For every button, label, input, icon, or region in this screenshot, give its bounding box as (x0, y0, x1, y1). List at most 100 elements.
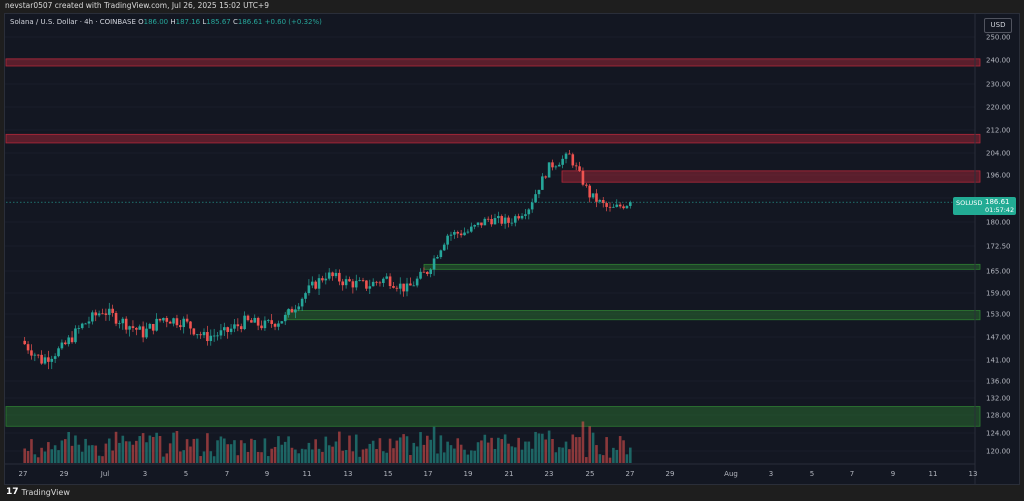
price-tag-price: 186.61 (985, 198, 1010, 206)
volume-bar (57, 450, 60, 463)
candle-body (270, 320, 273, 324)
volume-bar (483, 434, 487, 463)
candle-body (341, 281, 345, 286)
candle-body (466, 231, 470, 233)
candle-body (442, 244, 446, 251)
volume-bar (429, 439, 432, 463)
tradingview-logo[interactable]: 17 TradingView (6, 487, 70, 497)
time-tick-label: 3 (143, 470, 147, 478)
candle-body (175, 318, 179, 326)
candle-body (449, 234, 453, 236)
candle-body (189, 321, 192, 329)
candle-body (273, 323, 277, 327)
candle-body (30, 350, 33, 356)
candle-body (497, 216, 500, 219)
time-tick-label: 13 (969, 470, 978, 478)
candle-body (463, 232, 466, 236)
candle-body (168, 321, 172, 324)
candle-body (246, 315, 250, 321)
candle-body (104, 313, 108, 315)
volume-bar (351, 451, 355, 463)
candle-body (365, 280, 368, 289)
volume-bar (561, 447, 564, 463)
volume-bar (195, 438, 199, 463)
volume-bar (145, 442, 148, 463)
candle-body (358, 280, 361, 281)
candle-body (368, 286, 372, 289)
candle-body (517, 216, 520, 219)
volume-bar (40, 447, 43, 463)
candle-body (290, 308, 294, 313)
candle-body (114, 312, 118, 324)
candle-body (574, 165, 578, 167)
candle-body (527, 209, 531, 215)
time-tick-label: 27 (626, 470, 635, 478)
volume-bar (26, 451, 30, 463)
price-tick-label: 124.00 (986, 430, 1011, 438)
time-tick-label: 9 (891, 470, 895, 478)
volume-bar (601, 455, 605, 463)
volume-bar (97, 455, 101, 463)
volume-bar (537, 433, 541, 463)
candle-body (595, 193, 598, 202)
candle-body (229, 328, 233, 332)
candle-body (97, 313, 101, 316)
candle-body (40, 354, 43, 364)
time-tick-label: 15 (384, 470, 393, 478)
volume-bar (294, 449, 297, 463)
candle-body (419, 271, 422, 279)
volume-bar (409, 455, 412, 463)
candle-body (239, 326, 243, 330)
candle-body (321, 278, 324, 281)
volume-bar (158, 436, 162, 463)
price-tick-label: 141.00 (986, 357, 1011, 365)
candle-body (294, 309, 297, 313)
currency-button[interactable]: USD (984, 18, 1012, 33)
support-zone (5, 406, 981, 427)
candle-body (118, 323, 121, 325)
volume-bar (510, 446, 514, 463)
candle-body (74, 328, 77, 343)
volume-bar (206, 433, 209, 463)
volume-bar (277, 436, 280, 463)
candle-body (212, 335, 216, 337)
volume-bar (128, 441, 131, 463)
candle-body (135, 327, 138, 330)
candle-body (63, 342, 67, 345)
resistance-zone (5, 58, 981, 67)
candle-body (473, 224, 476, 227)
candle-body (287, 308, 290, 315)
volume-bar (615, 449, 619, 463)
candle-body (493, 218, 497, 225)
candle-body (67, 337, 70, 345)
volume-bar (608, 457, 612, 463)
volume-bar (107, 438, 111, 463)
candle-body (402, 283, 405, 292)
volume-bar (412, 442, 416, 463)
candle-body (172, 318, 175, 324)
candle-body (226, 327, 229, 332)
volume-bar (53, 445, 57, 463)
candle-body (121, 318, 125, 324)
volume-bar (520, 449, 524, 463)
volume-bar (260, 452, 263, 463)
candle-body (304, 293, 307, 299)
volume-bars (23, 421, 632, 463)
candle-body (277, 323, 280, 327)
volume-bar (182, 450, 186, 463)
volume-bar (287, 436, 290, 463)
candle-body (480, 222, 483, 226)
legend-o-value: 186.00 (143, 18, 169, 26)
symbol-legend: Solana / U.S. Dollar · 4h · COINBASE O18… (10, 18, 322, 26)
candle-body (131, 326, 135, 328)
volume-bar (317, 448, 321, 463)
volume-bar (327, 445, 331, 463)
candle-body (338, 272, 341, 282)
candle-body (615, 204, 619, 207)
volume-bar (199, 456, 202, 463)
candle-body (612, 206, 615, 208)
volume-bar (266, 456, 270, 463)
volume-bar (239, 440, 243, 463)
candle-body (314, 281, 317, 289)
